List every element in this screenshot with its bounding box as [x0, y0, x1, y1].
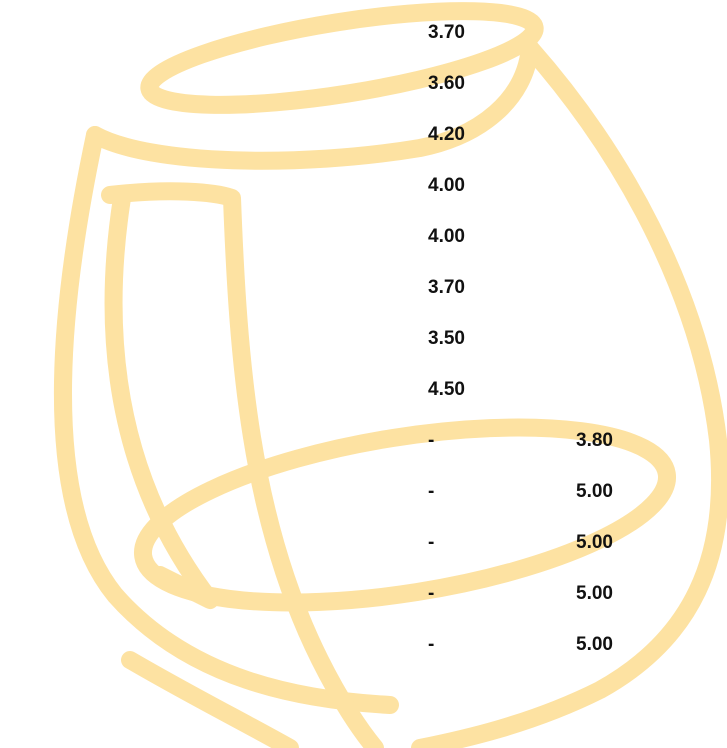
- price-b: 5.00: [576, 582, 613, 606]
- price-a: -: [428, 429, 434, 453]
- price-a: 3.50: [428, 327, 465, 351]
- price-a: 4.00: [428, 174, 465, 198]
- price-a: -: [428, 531, 434, 555]
- price-a: 3.60: [428, 72, 465, 96]
- price-list: 3.70 3.60 4.20 4.00 4.00 3.70 3.50 4.50 - 3.80 - 5.…: [0, 0, 727, 748]
- price-a: -: [428, 582, 434, 606]
- page: {"table": {"rows": [ {"a": "3.70"}, {"a"…: [0, 0, 727, 748]
- price-b: 5.00: [576, 531, 613, 555]
- price-a: 4.00: [428, 225, 465, 249]
- price-b: 5.00: [576, 480, 613, 504]
- price-b: 5.00: [576, 633, 613, 657]
- price-a: 4.50: [428, 378, 465, 402]
- price-a: 3.70: [428, 276, 465, 300]
- price-a: 4.20: [428, 123, 465, 147]
- price-a: -: [428, 633, 434, 657]
- price-b: 3.80: [576, 429, 613, 453]
- price-a: 3.70: [428, 21, 465, 45]
- price-a: -: [428, 480, 434, 504]
